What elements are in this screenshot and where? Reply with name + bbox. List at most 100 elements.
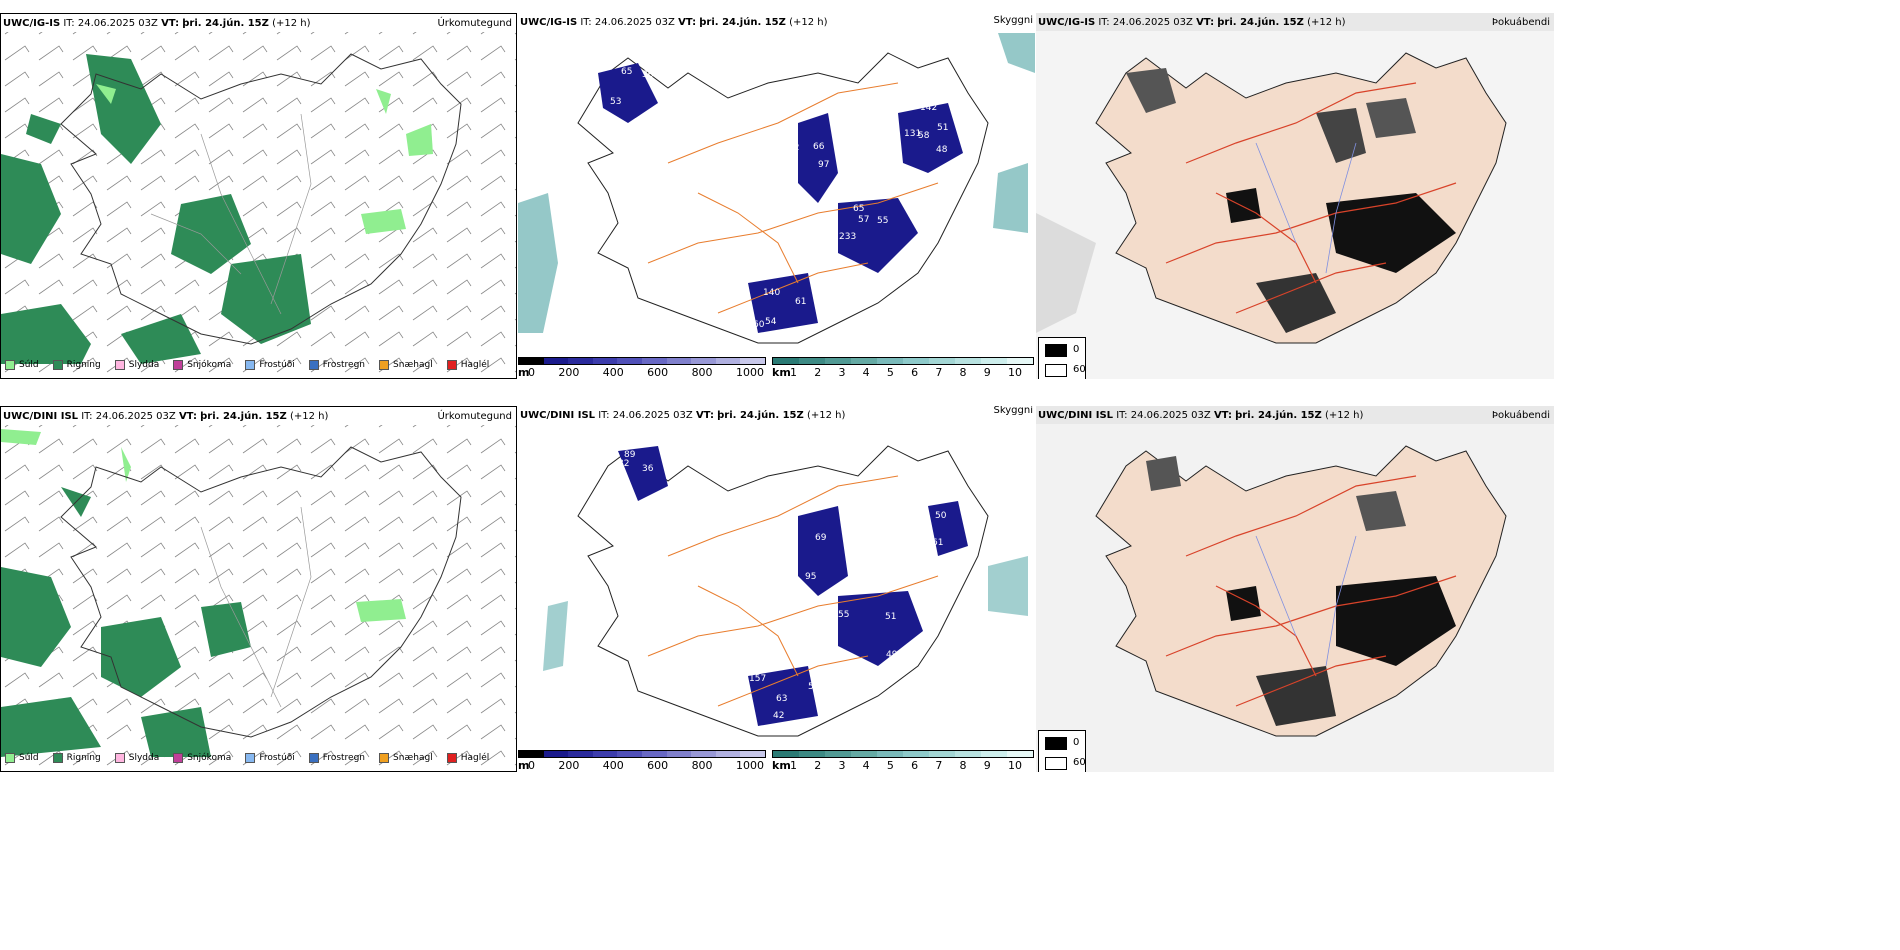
bar-segment (825, 358, 851, 364)
cloud-label: 66 (821, 669, 833, 679)
cloud-base-colorbar (518, 750, 766, 758)
cloud-label: 69 (631, 49, 643, 59)
tick: 6 (911, 366, 919, 379)
cloud-label: 47 (858, 566, 870, 576)
panel-title: UWC/DINI ISL IT: 24.06.2025 03Z VT: þri.… (520, 410, 845, 421)
fog-title: Þokuábendi (1491, 17, 1550, 28)
it-value: 24.06.2025 03Z (1112, 17, 1193, 28)
cloud-label: 31 (669, 100, 681, 110)
tick: 7 (935, 366, 943, 379)
legend-item-snjokoma: Snjókoma (173, 360, 231, 370)
bar-segment (740, 751, 765, 757)
visibility-ticks: 1 2 3 4 5 6 7 8 9 10 (790, 366, 1022, 379)
tick: 400 (602, 366, 624, 379)
cloud-label: 55 (877, 216, 889, 226)
cloud-map (543, 445, 1028, 737)
legend-swatch (52, 753, 63, 763)
cloud-label: 40 (868, 666, 880, 676)
fog-legend-top: 0 (1073, 344, 1080, 355)
model-name: UWC/IG-IS (520, 17, 578, 28)
model-name: UWC/IG-IS (1038, 17, 1096, 28)
legend-item-rigning: Rigning (52, 360, 101, 370)
visibility-unit: km (772, 366, 791, 379)
cloud-panel-igis: UWC/IG-IS IT: 24.06.2025 03Z VT: þri. 24… (518, 13, 1035, 379)
bar-segment (543, 358, 569, 364)
cloud-label: 51 (885, 612, 897, 622)
bar-segment (519, 751, 544, 757)
vt-value: þri. 24.jún. 15Z (717, 410, 804, 421)
cloud-label: 84 (814, 292, 826, 302)
legend-item-snjokoma: Snjókoma (173, 753, 231, 763)
rivers (150, 113, 312, 315)
bar-segment (715, 751, 741, 757)
bar-segment (929, 751, 955, 757)
cloud-label: 70 (857, 576, 869, 586)
cloud-label: 58 (918, 131, 930, 141)
tick: 2 (814, 759, 822, 772)
it-value: 24.06.2025 03Z (95, 411, 176, 422)
vt-value: þri. 24.jún. 15Z (699, 17, 786, 28)
legend-swatch (114, 360, 125, 370)
tick: 10 (1007, 759, 1022, 772)
cloud-title: Skyggni (993, 15, 1033, 26)
bar-segment (519, 358, 544, 364)
lead-time: (+12 h) (272, 18, 311, 29)
panel-title: UWC/IG-IS IT: 24.06.2025 03Z VT: þri. 24… (3, 18, 311, 29)
fog-swatch-light (1045, 757, 1067, 770)
bar-segment (955, 358, 981, 364)
tick: 800 (691, 366, 713, 379)
fog-areas (1126, 68, 1456, 333)
cloud-label: 82 (618, 459, 630, 469)
cloud-label: 58 (840, 194, 852, 204)
roads (647, 475, 939, 707)
cloud-title: Skyggni (993, 406, 1033, 416)
tick: 1 (790, 366, 797, 379)
bar-segment (981, 751, 1007, 757)
tick: 9 (983, 366, 991, 379)
cloud-label: 66 (813, 142, 825, 152)
visibility-colorbar (772, 357, 1034, 365)
fog-swatch-dark (1045, 344, 1067, 357)
fog-map (1036, 31, 1554, 379)
bar-segment (825, 751, 851, 757)
tick: 2 (814, 366, 822, 379)
tick: 4 (862, 759, 870, 772)
cloud-label: 61 (932, 538, 944, 548)
vt-value: þri. 24.jún. 15Z (182, 18, 269, 29)
cloud-label: 45 (932, 215, 944, 225)
precip-panel-igis: UWC/IG-IS IT: 24.06.2025 03Z VT: þri. 24… (0, 13, 517, 379)
tick: 0 (528, 759, 535, 772)
cloud-label: 142 (920, 103, 938, 113)
fog-legend-top: 0 (1073, 737, 1080, 748)
visibility-areas (543, 556, 1028, 671)
legend-item-haglel: Haglél (446, 753, 489, 763)
iceland-outline (577, 52, 989, 344)
cloud-label: 42 (773, 711, 785, 721)
bar-segment (568, 751, 593, 757)
tick: 0 (528, 366, 535, 379)
fog-title: Þokuábendi (1491, 410, 1550, 421)
legend-item-suld: Súld (5, 753, 39, 763)
legend-item-slydda: Slydda (114, 753, 159, 763)
panel-title: UWC/IG-IS IT: 24.06.2025 03Z VT: þri. 24… (520, 17, 828, 28)
cloud-label: 78 (868, 158, 880, 168)
bar-segment (592, 751, 618, 757)
cloud-label: 65 (621, 67, 633, 77)
roads (647, 82, 939, 314)
legend-swatch (173, 360, 184, 370)
tick: 6 (911, 759, 919, 772)
tick: 200 (558, 759, 580, 772)
bar-segment (877, 751, 903, 757)
bar-segment (955, 751, 981, 757)
legend-swatch (5, 753, 15, 763)
lead-time: (+12 h) (1324, 410, 1364, 421)
fog-areas (1146, 456, 1456, 726)
legend-item-snaehagl: Snæhagl (379, 753, 433, 763)
rivers (200, 506, 312, 708)
cloud-label: 52 (808, 682, 820, 692)
tick: 5 (886, 366, 894, 379)
cloud-label: 69 (815, 533, 827, 543)
visibility-areas (518, 33, 1035, 333)
tick: 800 (691, 759, 713, 772)
cloud-label: 157 (749, 674, 767, 684)
